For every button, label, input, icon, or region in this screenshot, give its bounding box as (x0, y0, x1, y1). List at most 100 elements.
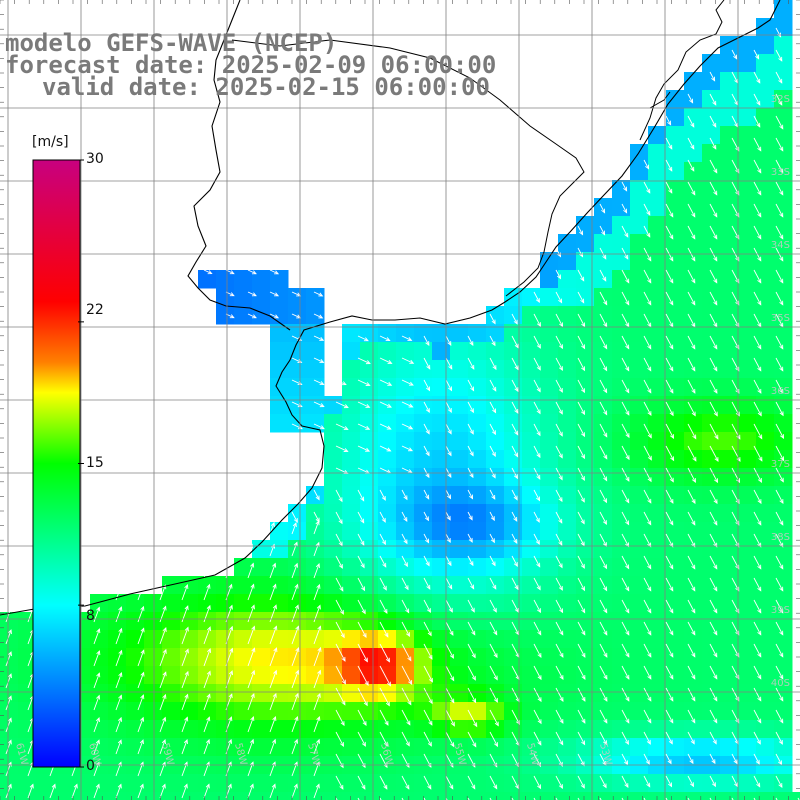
wind-arrow-head (447, 494, 452, 500)
wind-cell (252, 558, 271, 577)
wind-arrow (379, 401, 392, 408)
wind-cell (360, 342, 379, 361)
wind-cell (378, 360, 397, 379)
colorbar-tick-30: 30 (86, 151, 104, 167)
wind-arrow (665, 643, 674, 658)
wind-cell (558, 594, 577, 613)
wind-arrow-head (757, 586, 762, 592)
wind-cell (702, 666, 721, 685)
wind-cell (666, 612, 685, 631)
wind-cell (612, 198, 631, 217)
wind-cell (576, 378, 595, 397)
wind-arrow-head (95, 783, 100, 789)
wind-arrow (621, 335, 630, 349)
wind-arrow (753, 577, 762, 591)
wind-arrow-head (537, 653, 542, 658)
wind-arrow (291, 626, 299, 645)
wind-arrow-head (669, 652, 674, 658)
wind-arrow-head (581, 652, 586, 658)
wind-arrow-head (780, 434, 785, 440)
wind-arrow (467, 511, 473, 520)
wind-cell (774, 522, 793, 541)
wind-arrow (753, 643, 762, 657)
wind-arrow (599, 467, 608, 481)
wind-cell (648, 234, 667, 253)
wind-arrow (643, 511, 652, 525)
wind-arrow (291, 670, 299, 689)
wind-arrow (159, 784, 166, 799)
wind-cell (180, 576, 199, 595)
wind-arrow-head (757, 608, 762, 614)
wind-arrow (753, 225, 762, 239)
wind-cell (252, 540, 271, 559)
wind-cell (306, 540, 325, 559)
wind-cell (756, 162, 775, 181)
wind-arrow-head (117, 783, 122, 789)
wind-arrow-head (407, 656, 412, 662)
wind-cell (522, 288, 541, 307)
wind-cell (684, 162, 703, 181)
wind-arrow-head (625, 652, 630, 658)
wind-arrow (643, 621, 652, 635)
wind-arrow (687, 137, 695, 150)
wind-cell (18, 666, 37, 685)
wind-cell (468, 378, 487, 397)
wind-cell (648, 414, 667, 433)
wind-cell (198, 792, 217, 800)
wind-cell (324, 738, 343, 757)
wind-arrow-head (316, 738, 321, 744)
wind-arrow-head (118, 606, 123, 612)
wind-cell (576, 432, 595, 451)
wind-arrow (137, 739, 144, 755)
wind-cell (378, 558, 397, 577)
wind-cell (360, 450, 379, 469)
wind-arrow-head (537, 740, 542, 746)
wind-arrow (709, 115, 717, 128)
wind-cell (162, 666, 181, 685)
wind-cell (738, 378, 757, 397)
wind-cell (522, 360, 541, 379)
wind-cell (630, 306, 649, 325)
wind-cell (702, 234, 721, 253)
wind-cell (738, 252, 757, 271)
wind-arrow (159, 585, 166, 601)
wind-arrow (511, 665, 520, 680)
wind-cell (774, 558, 793, 577)
wind-cell (576, 594, 595, 613)
wind-cell (612, 666, 631, 685)
wind-cell (540, 270, 559, 289)
wind-arrow (291, 784, 298, 799)
wind-cell (378, 342, 397, 361)
river-plate-west-shore (187, 0, 291, 331)
wind-arrow-head (409, 359, 415, 364)
wind-arrow-head (537, 675, 542, 681)
wind-arrow-head (712, 144, 717, 150)
wind-cell (684, 720, 703, 739)
wind-arrow-head (228, 583, 233, 589)
wind-cell (432, 630, 451, 649)
wind-arrow-head (363, 657, 368, 663)
wind-cell (522, 684, 541, 703)
wind-arrow-head (733, 54, 738, 60)
wind-arrow (753, 533, 762, 547)
wind-cell (0, 720, 19, 739)
wind-arrow-head (228, 716, 233, 722)
wind-arrow-head (492, 584, 497, 590)
wind-arrow (379, 489, 386, 501)
wind-cell (540, 504, 559, 523)
wind-arrow-head (424, 516, 429, 522)
wind-cell (612, 522, 631, 541)
wind-cell (594, 396, 613, 415)
wind-arrow-head (711, 759, 716, 765)
wind-arrow (467, 577, 475, 589)
wind-arrow-head (449, 653, 454, 659)
wind-cell (306, 306, 325, 325)
wind-cell (594, 342, 613, 361)
wind-arrow-head (581, 718, 586, 724)
wind-arrow (665, 225, 674, 239)
wind-cell (630, 144, 649, 163)
wind-arrow-head (559, 630, 564, 636)
wind-cell (756, 270, 775, 289)
wind-arrow-head (405, 763, 410, 768)
wind-cell (306, 486, 325, 505)
